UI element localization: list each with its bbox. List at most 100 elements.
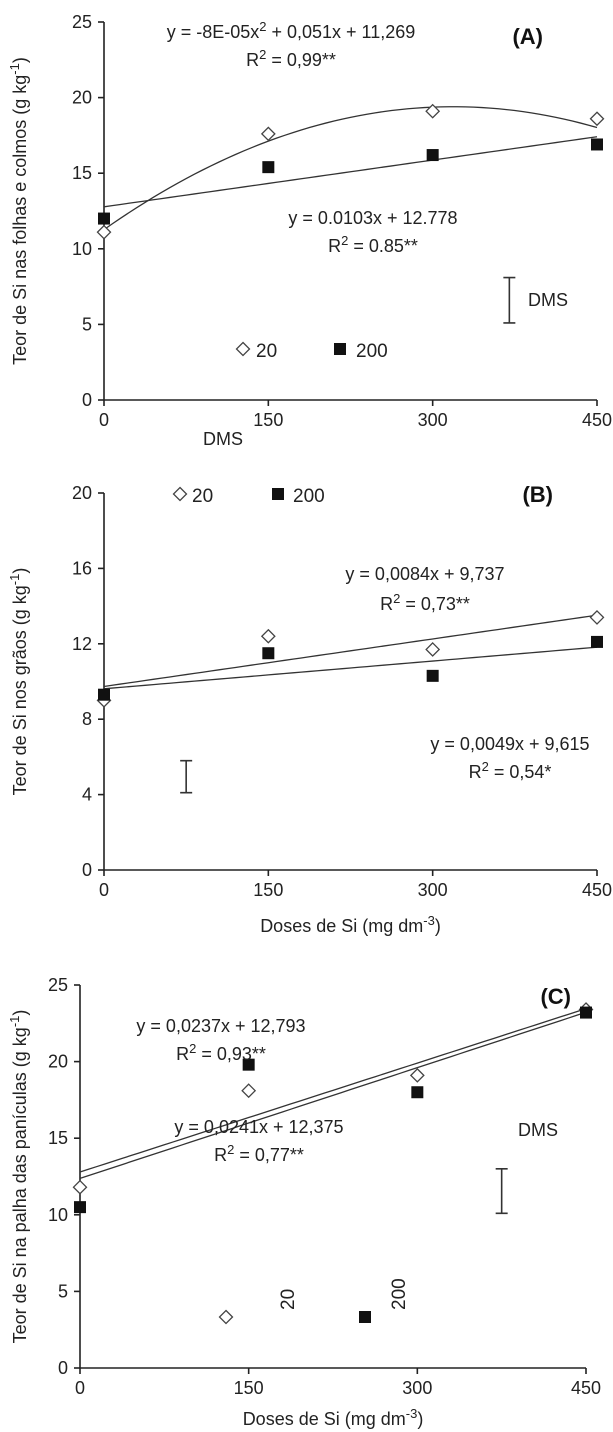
trendline-series-20 [79,1008,587,1173]
data-point-series-200 [242,1058,255,1071]
data-point-series-20 [72,1179,88,1195]
data-point-series-200 [411,1086,424,1099]
y-axis-label: Teor de Si na palha das panículas (g kg-… [7,1010,30,1344]
x-tick-label: 150 [253,880,283,900]
legend-marker-series-20 [172,486,188,502]
y-tick-label: 10 [72,239,92,259]
x-tick-label: 300 [418,410,448,430]
legend-marker-series-20 [218,1309,234,1325]
legend-marker-series-200 [359,1311,371,1323]
data-point-series-200 [262,647,275,660]
y-tick-label: 0 [82,390,92,410]
x-tick-label: 150 [253,410,283,430]
data-point-series-20 [425,642,441,657]
y-tick-label: 0 [58,1358,68,1378]
equation-series-20: y = 0,0084x + 9,737 [345,564,504,584]
y-axis-label: Teor de Si nas folhas e colmos (g kg-1) [7,57,30,365]
dms-label: DMS [518,1120,558,1140]
legend-label-series-200: 200 [356,341,388,362]
y-tick-label: 15 [48,1128,68,1148]
y-tick-label: 4 [82,785,92,805]
dms-error-bar [180,759,193,794]
data-point-series-20 [260,628,276,644]
data-point-series-20 [409,1067,425,1083]
x-tick-label: 0 [99,880,109,900]
dms-error-bar [495,1168,508,1215]
y-tick-label: 15 [72,163,92,183]
x-tick-label: 300 [402,1378,432,1398]
y-tick-label: 20 [72,88,92,108]
y-tick-label: 8 [82,709,92,729]
equation-series-200: y = 0.0103x + 12.778 [288,208,457,228]
r2-series-200: R2 = 0.85** [328,233,418,256]
y-tick-label: 0 [82,860,92,880]
data-point-series-200 [262,161,275,174]
y-tick-label: 25 [48,975,68,995]
r2-series-200: R2 = 0,54* [469,759,552,782]
legend-marker-series-20 [235,341,251,357]
y-axis-label: Teor de Si nos grãos (g kg-1) [7,568,30,796]
trendline-series-20 [103,614,598,688]
data-point-series-20 [589,609,605,625]
data-point-series-200 [591,138,603,151]
legend-label-series-200: 200 [293,486,325,507]
data-point-series-20 [425,103,441,119]
data-point-series-20 [96,224,112,240]
dms-label: DMS [203,429,243,449]
x-tick-label: 450 [582,410,612,430]
trendline-series-200 [79,1011,587,1180]
data-point-series-200 [426,149,439,162]
trendline-series-200 [103,136,598,208]
data-point-series-20 [589,111,605,127]
y-tick-label: 5 [58,1281,68,1301]
data-point-series-20 [260,126,276,142]
y-tick-label: 25 [72,12,92,32]
y-tick-label: 20 [48,1052,68,1072]
legend-label-series-20: 20 [278,1289,299,1310]
legend-marker-series-200 [272,488,284,500]
y-tick-label: 20 [72,483,92,503]
x-tick-label: 0 [75,1378,85,1398]
data-point-series-200 [98,212,110,225]
r2-series-20: R2 = 0,99** [246,47,336,70]
data-point-series-200 [426,669,439,682]
r2-series-20: R2 = 0,93** [176,1041,266,1064]
trendline-series-200 [103,646,598,690]
data-point-series-200 [98,688,110,701]
x-tick-label: 450 [582,880,612,900]
y-tick-label: 12 [72,634,92,654]
y-tick-label: 10 [48,1205,68,1225]
panel-tag: (B) [522,482,553,507]
data-point-series-20 [241,1083,257,1099]
y-tick-label: 16 [72,558,92,578]
x-axis-label: Doses de Si (mg dm-3) [243,1406,424,1429]
dms-label: DMS [528,290,568,310]
legend-marker-series-200 [334,343,346,355]
legend-label-series-200: 200 [389,1278,410,1310]
r2-series-200: R2 = 0,77** [214,1142,304,1165]
x-axis-label: Doses de Si (mg dm-3) [260,913,441,936]
panel-tag: (A) [512,24,543,49]
dms-error-bar [503,276,516,324]
x-tick-label: 450 [571,1378,601,1398]
data-point-series-200 [591,635,603,648]
trendline-series-20 [103,106,598,231]
x-tick-label: 300 [418,880,448,900]
equation-series-200: y = 0,0049x + 9,615 [430,734,589,754]
legend-label-series-20: 20 [192,486,213,507]
equation-series-200: y = 0,0241x + 12,375 [174,1117,343,1137]
r2-series-20: R2 = 0,73** [380,591,470,614]
equation-series-20: y = -8E-05x2 + 0,051x + 11,269 [167,19,416,42]
chart-panel-3: 0 5 10 15 20 25 0 150 300 450 Teor de Si na palha … [7,975,601,1429]
data-point-series-200 [74,1201,86,1214]
equation-series-20: y = 0,0237x + 12,793 [136,1016,305,1036]
data-point-series-200 [580,1006,592,1019]
y-tick-label: 5 [82,314,92,334]
x-tick-label: 0 [99,410,109,430]
legend-label-series-20: 20 [256,341,277,362]
x-tick-label: 150 [234,1378,264,1398]
panel-tag: (C) [540,984,571,1009]
chart-panel-1: 0 5 10 15 20 25 0 150 300 450 Teor de Si nas folha… [7,12,612,430]
